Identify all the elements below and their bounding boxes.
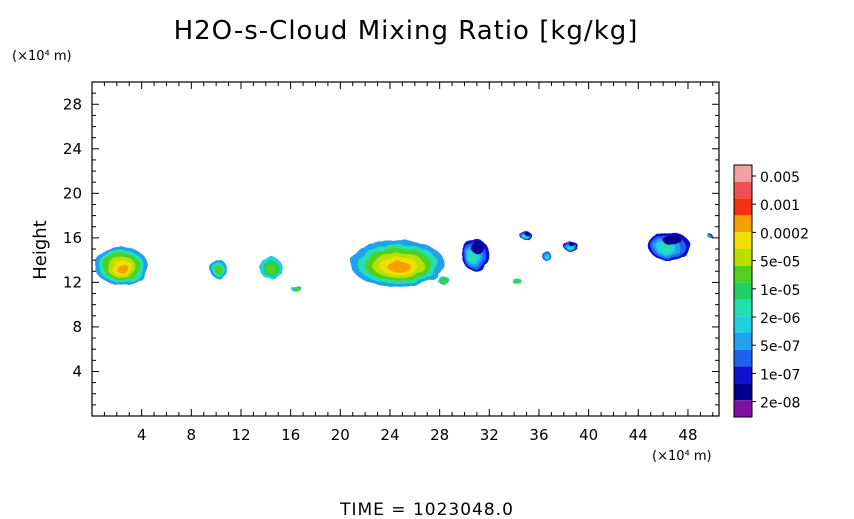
cloud-core — [569, 242, 576, 247]
cloud-contour — [523, 235, 527, 238]
y-tick-label: 4 — [72, 362, 82, 380]
chart-title: H2O-s-Cloud Mixing Ratio [kg/kg] — [174, 16, 639, 46]
x-tick-label: 24 — [380, 426, 399, 444]
legend-label: 2e-08 — [760, 396, 800, 412]
cloud-contour — [514, 279, 519, 283]
y-tick-label: 12 — [63, 273, 82, 291]
cloud-blob — [290, 285, 302, 292]
color-legend: 0.005 0.001 0.0002 5e-05 1e-05 2e-06 5e-07 1e-0… — [733, 164, 809, 418]
x-tick-label: 8 — [187, 426, 197, 444]
y-axis-label: Height — [30, 220, 51, 280]
y-tick-label: 28 — [63, 95, 82, 113]
legend-label: 1e-05 — [760, 283, 800, 299]
legend-swatch — [734, 282, 752, 300]
legend-swatch — [734, 249, 752, 266]
cloud-blob — [520, 231, 532, 241]
legend-swatch — [734, 198, 752, 216]
x-tick-label: 48 — [678, 426, 697, 444]
x-tick-labels: 4 8 12 16 20 24 28 32 36 40 44 48 — [137, 426, 698, 444]
cloud-blob — [563, 242, 579, 252]
cloud-blob — [94, 246, 148, 285]
cloud-core — [663, 234, 683, 246]
cloud-contour — [440, 279, 447, 283]
cloud-blob — [707, 234, 713, 239]
cloud-blob — [541, 251, 552, 261]
cloud-contour — [567, 246, 572, 249]
legend-swatch — [734, 316, 752, 333]
legend-swatch — [734, 333, 752, 350]
cloud-contour — [659, 244, 672, 253]
axis-ticks — [92, 82, 719, 416]
cloud-contour — [387, 261, 411, 273]
legend-label: 0.0002 — [760, 226, 809, 242]
legend-label: 0.005 — [760, 170, 800, 186]
cloud-contour — [544, 254, 549, 259]
x-tick-label: 20 — [331, 426, 350, 444]
legend-swatch — [734, 165, 752, 182]
cloud-core — [471, 241, 484, 255]
x-tick-label: 32 — [480, 426, 499, 444]
x-tick-label: 28 — [430, 426, 449, 444]
cloud-contour — [709, 235, 711, 238]
cloud-contour — [115, 263, 129, 274]
legend-swatch — [734, 181, 752, 199]
x-tick-label: 4 — [137, 426, 147, 444]
cloud-contour — [293, 287, 299, 291]
x-axis-unit: (×10⁴ m) — [652, 449, 712, 464]
legend-swatch — [734, 400, 752, 417]
cloud-contour — [469, 252, 477, 263]
legend-label: 5e-05 — [760, 255, 800, 271]
y-tick-label: 24 — [63, 140, 82, 158]
x-tick-label: 12 — [231, 426, 250, 444]
x-tick-label: 16 — [281, 426, 300, 444]
x-tick-label: 40 — [579, 426, 598, 444]
time-label: TIME = 1023048.0 — [339, 500, 514, 519]
legend-label: 0.001 — [760, 198, 800, 214]
y-tick-label: 20 — [63, 184, 82, 202]
y-tick-label: 16 — [63, 229, 82, 247]
legend-label: 2e-06 — [760, 311, 800, 327]
legend-swatch — [734, 383, 752, 401]
legend-label: 5e-07 — [760, 339, 800, 355]
legend-swatch — [734, 366, 752, 384]
cloud-core — [524, 231, 530, 236]
y-axis-unit: (×10⁴ m) — [12, 49, 72, 64]
cloud-blob — [209, 260, 228, 278]
legend-swatch — [734, 299, 752, 317]
legend-swatch — [734, 349, 752, 367]
legend-label: 1e-07 — [760, 367, 800, 383]
cloud-blob — [350, 240, 445, 287]
cloud-field — [94, 231, 713, 292]
x-tick-label: 36 — [529, 426, 548, 444]
y-tick-label: 8 — [72, 318, 82, 336]
cloud-blob — [437, 276, 450, 284]
cloud-blob — [648, 232, 691, 261]
plot-area — [91, 81, 720, 417]
legend-swatch — [734, 232, 752, 249]
y-tick-labels: 4 8 12 16 20 24 28 — [63, 95, 82, 380]
cloud-contour — [215, 266, 223, 275]
legend-swatch — [734, 215, 752, 233]
cloud-core — [709, 234, 712, 237]
x-tick-label: 44 — [629, 426, 648, 444]
legend-frame — [733, 164, 753, 418]
cloud-blob — [511, 277, 522, 284]
cloud-blob — [259, 256, 282, 280]
legend-swatch — [734, 265, 752, 283]
cloud-blob — [461, 238, 490, 272]
cloud-contour — [266, 264, 277, 275]
